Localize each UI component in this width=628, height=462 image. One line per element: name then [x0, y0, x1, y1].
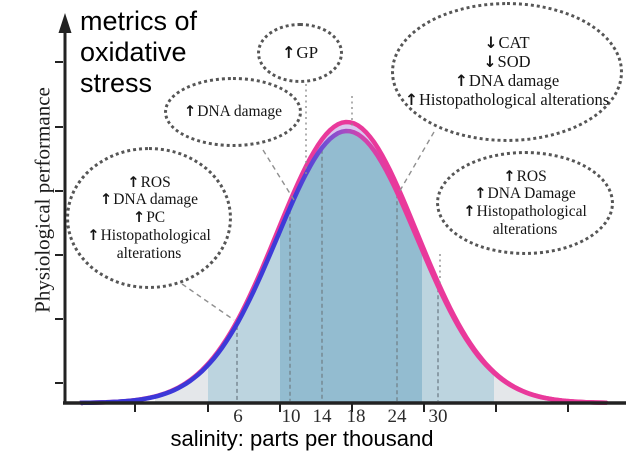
annotation-label: DNA damage [197, 103, 283, 121]
annotation-label: DNA damage [468, 71, 560, 90]
annotation-item: ↑ROS [493, 168, 557, 186]
axes [63, 30, 626, 405]
x-tick-label-30: 30 [428, 406, 448, 427]
callout-optimal-salinity: ↑GP [257, 23, 343, 83]
annotation-label: ROS [140, 173, 171, 191]
annotation-item: ↑Histopathological alterations [439, 203, 611, 238]
down-arrow-icon: ↓ [483, 52, 497, 72]
x-tick-label-10: 10 [281, 406, 301, 427]
annotation-item: ↑Histopathological alterations [69, 227, 229, 262]
annotation-item: ↑GP [272, 43, 328, 62]
callout-connectors [181, 84, 441, 321]
annotation-label: Histopathological alterations [476, 203, 587, 238]
up-arrow-icon: ↑ [463, 203, 476, 221]
up-arrow-icon: ↑ [454, 71, 468, 90]
annotation-label: DNA damage [113, 191, 199, 209]
annotation-item: ↑Histopathological alterations [395, 89, 619, 110]
x-axis-ticks [134, 404, 569, 412]
y-axis-ticks [55, 61, 63, 384]
annotation-item: ↓SOD [473, 52, 540, 72]
x-tick-label-6: 6 [233, 406, 243, 427]
annotation-item: ↑DNA damage [174, 103, 292, 121]
up-arrow-icon: ↑ [87, 226, 100, 244]
callout-extreme-hyposaline: ↑ROS ↑DNA damage ↑PC ↑Histopathological alt… [66, 147, 232, 289]
x-tick-label-14: 14 [312, 406, 332, 427]
annotation-label: CAT [498, 33, 530, 53]
annotation-label: GP [296, 43, 319, 63]
x-tick-label-24: 24 [387, 406, 407, 427]
annotation-label: Histopathological alterations [418, 89, 610, 109]
up-arrow-icon: ↑ [503, 167, 516, 185]
annotation-item: ↑ROS [117, 174, 181, 192]
annotation-label: DNA Damage [487, 185, 576, 203]
performance-curve [79, 128, 609, 406]
annotation-label: PC [146, 209, 166, 227]
down-arrow-icon: ↓ [484, 33, 498, 53]
up-arrow-icon: ↑ [474, 185, 487, 203]
annotation-label: SOD [497, 52, 531, 72]
callout-extreme-hypersaline: ↑ROS ↑DNA Damage ↑Histopathological altera… [436, 151, 614, 255]
up-arrow-icon: ↑ [404, 89, 418, 109]
annotation-item: ↑PC [123, 209, 175, 227]
annotation-item: ↑DNA Damage [464, 185, 586, 203]
up-arrow-icon: ↑ [132, 209, 146, 227]
figure-title: metrics of oxidative stress [80, 6, 198, 98]
x-tick-label-18: 18 [346, 406, 366, 427]
up-arrow-icon: ↑ [281, 43, 296, 63]
annotation-item: ↑DNA damage [445, 71, 569, 91]
callout-moderate-hyposaline: ↑DNA damage [164, 77, 302, 147]
annotation-label: Histopathological alterations [100, 226, 211, 262]
y-axis-label: Physiological performance [30, 87, 55, 313]
annotation-item: ↑DNA damage [90, 191, 208, 209]
up-arrow-icon: ↑ [99, 191, 113, 209]
annotation-label: ROS [516, 167, 547, 185]
callout-moderate-hypersaline: ↓CAT ↓SOD ↑DNA damage ↑Histopathological al… [391, 2, 623, 142]
up-arrow-icon: ↑ [183, 103, 197, 121]
salinity-guides [236, 149, 439, 401]
annotation-item: ↓CAT [474, 34, 539, 53]
y-axis-arrow [58, 13, 72, 33]
x-axis-label: salinity: parts per thousand [170, 426, 434, 451]
up-arrow-icon: ↑ [127, 173, 140, 191]
